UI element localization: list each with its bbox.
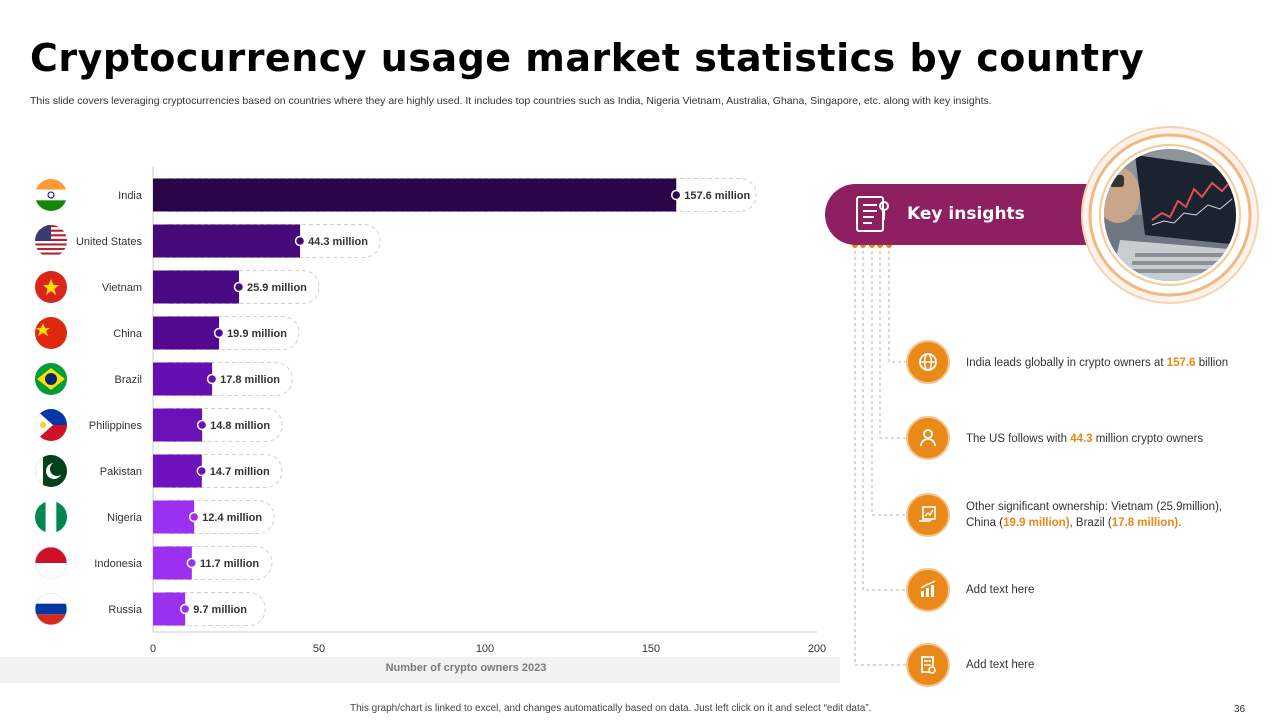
page-title: Cryptocurrency usage market statistics b… xyxy=(30,36,1145,80)
insight-highlight: 157.6 xyxy=(1166,357,1196,369)
insight-fragment: million crypto owners xyxy=(1092,433,1204,445)
bar-end-marker xyxy=(233,281,245,293)
category-label: China xyxy=(113,328,143,340)
insight-text: India leads globally in crypto owners at… xyxy=(966,355,1228,371)
category-label: Russia xyxy=(108,604,143,616)
flag-icon xyxy=(35,547,67,579)
bar-end-marker xyxy=(294,235,306,247)
bar-end-marker xyxy=(670,189,682,201)
data-label-pill xyxy=(152,592,266,626)
bar-end-marker xyxy=(213,327,225,339)
flag-icon xyxy=(35,409,67,441)
data-label: 17.8 million xyxy=(220,374,280,386)
data-label-pill xyxy=(152,454,283,488)
globe-coin-icon xyxy=(906,340,950,384)
x-tick-label: 100 xyxy=(476,643,494,655)
x-tick-label: 0 xyxy=(150,643,156,655)
data-label: 19.9 million xyxy=(227,328,287,340)
data-label: 14.8 million xyxy=(210,420,270,432)
bar-end-marker xyxy=(179,603,191,615)
data-label: 14.7 million xyxy=(210,466,270,478)
key-insights-title: Key insights xyxy=(907,204,1025,224)
insight-fragment: Add text here xyxy=(966,659,1035,671)
data-label: 11.7 million xyxy=(200,558,260,570)
category-label: Pakistan xyxy=(100,466,142,478)
category-label: Philippines xyxy=(89,420,143,432)
bar-end-marker xyxy=(196,419,208,431)
hand-chart-icon xyxy=(906,493,950,537)
x-axis-title: Number of crypto owners 2023 xyxy=(385,662,547,674)
growth-chart-icon xyxy=(906,568,950,612)
insight-highlight: 17.8 million) xyxy=(1111,517,1179,529)
insight-text: Add text here xyxy=(966,582,1034,598)
notebook-icon xyxy=(856,196,889,232)
data-label-pill xyxy=(152,408,283,442)
data-label-pill xyxy=(152,546,273,580)
page-subtitle: This slide covers leveraging cryptocurre… xyxy=(30,95,992,107)
insight-fragment: Add text here xyxy=(966,584,1035,596)
bar-end-marker xyxy=(206,373,218,385)
insight-fragment: China ( xyxy=(966,517,1004,529)
insight-text: Other significant ownership: Vietnam (25… xyxy=(966,499,1222,531)
insight-fragment: The US follows with xyxy=(966,433,1071,445)
insight-text: The US follows with 44.3 million crypto … xyxy=(966,431,1203,447)
flag-icon xyxy=(35,455,67,487)
bar-end-marker xyxy=(196,465,208,477)
flag-icon xyxy=(35,179,67,211)
data-label: 157.6 million xyxy=(684,190,750,202)
bar-end-marker xyxy=(188,511,200,523)
flag-icon xyxy=(35,363,67,395)
data-label: 12.4 million xyxy=(202,512,262,524)
bar xyxy=(153,362,213,396)
insight-fragment: . xyxy=(1178,517,1182,529)
category-label: India xyxy=(118,190,143,202)
insight-fragment: India leads globally in crypto owners at xyxy=(966,357,1167,369)
bar xyxy=(153,408,203,442)
x-tick-label: 150 xyxy=(642,643,660,655)
insight-highlight: 44.3 xyxy=(1070,433,1093,445)
page-number: 36 xyxy=(1234,704,1246,715)
bar xyxy=(153,500,195,534)
category-label: Nigeria xyxy=(107,512,143,524)
bar xyxy=(153,592,186,626)
data-label: 44.3 million xyxy=(308,236,368,248)
document-coin-icon xyxy=(906,643,950,687)
category-label: Vietnam xyxy=(102,282,142,294)
insight-fragment: Other significant ownership: Vietnam (25… xyxy=(966,501,1223,513)
key-insights-banner xyxy=(825,184,1125,245)
category-label: Indonesia xyxy=(94,558,143,570)
chart-footnote: This graph/chart is linked to excel, and… xyxy=(350,703,872,714)
flag-icon xyxy=(35,501,67,533)
x-tick-label: 50 xyxy=(313,643,325,655)
flag-icon xyxy=(35,271,67,303)
flag-icon xyxy=(35,225,67,257)
data-label: 9.7 million xyxy=(193,604,247,616)
data-label: 25.9 million xyxy=(247,282,307,294)
bar-end-marker xyxy=(186,557,198,569)
bar xyxy=(153,546,192,580)
bar xyxy=(153,178,677,212)
bar xyxy=(153,224,301,258)
category-label: Brazil xyxy=(114,374,142,386)
flag-icon xyxy=(35,317,67,349)
insight-fragment: , Brazil ( xyxy=(1069,517,1112,529)
bar xyxy=(153,270,239,304)
laptop-trading-photo xyxy=(1081,126,1259,304)
bar-chart[interactable]: India 157.6 million United States 44.3 mill… xyxy=(0,150,840,660)
insight-fragment: billion xyxy=(1195,357,1229,369)
x-axis-title-band xyxy=(0,657,840,683)
bar xyxy=(153,316,220,350)
category-label: United States xyxy=(76,236,143,248)
bar xyxy=(153,454,202,488)
insight-highlight: 19.9 million) xyxy=(1003,517,1070,529)
x-tick-label: 200 xyxy=(808,643,826,655)
insight-text: Add text here xyxy=(966,657,1034,673)
coin-people-icon xyxy=(906,416,950,460)
flag-icon xyxy=(35,593,67,625)
